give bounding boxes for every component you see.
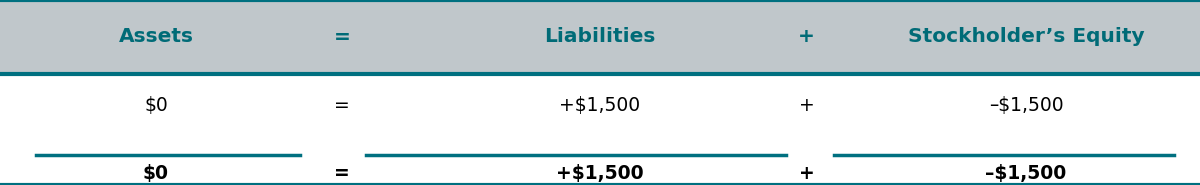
Text: =: =	[334, 28, 350, 46]
Text: =: =	[334, 96, 350, 115]
FancyBboxPatch shape	[0, 0, 1200, 74]
FancyBboxPatch shape	[0, 74, 1200, 185]
Text: +$1,500: +$1,500	[556, 164, 644, 183]
Text: $0: $0	[143, 164, 169, 183]
Text: –$1,500: –$1,500	[989, 96, 1063, 115]
Text: Assets: Assets	[119, 28, 193, 46]
Text: +: +	[798, 96, 815, 115]
Text: +: +	[798, 28, 815, 46]
Text: $0: $0	[144, 96, 168, 115]
Text: –$1,500: –$1,500	[985, 164, 1067, 183]
Text: +: +	[798, 164, 815, 183]
Text: +$1,500: +$1,500	[559, 96, 641, 115]
Text: =: =	[334, 164, 350, 183]
Text: Liabilities: Liabilities	[545, 28, 655, 46]
Text: Stockholder’s Equity: Stockholder’s Equity	[907, 28, 1145, 46]
